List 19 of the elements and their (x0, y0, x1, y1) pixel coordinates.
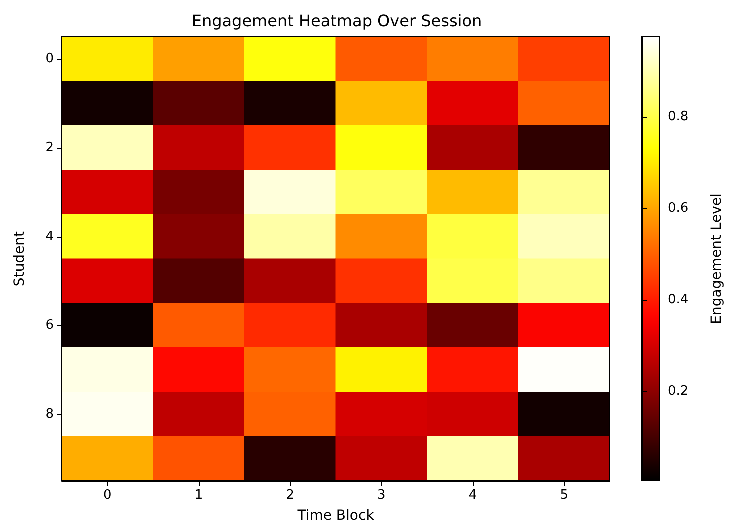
y-tick-label: 0 (46, 52, 54, 67)
color-bar-title: Engagement Level (709, 194, 725, 324)
x-tick-label: 3 (378, 488, 386, 503)
x-tick-label: 0 (104, 488, 112, 503)
x-tick-label: 2 (286, 488, 294, 503)
y-axis-title: Student (12, 230, 28, 287)
x-axis-title: Time Block (296, 508, 376, 524)
x-tick-label: 4 (468, 488, 478, 503)
chart-title: Engagement Heatmap Over Session (192, 12, 482, 30)
y-tick-label: 2 (46, 140, 54, 156)
color-bar-label: 0.2 (668, 384, 689, 400)
x-tick-label: 5 (560, 488, 568, 503)
x-tick-label: 1 (194, 488, 204, 503)
color-bar-label: 0.8 (668, 110, 689, 125)
y-tick-label: 4 (46, 229, 54, 244)
color-bar-label: 0.4 (668, 292, 689, 308)
y-tick-label: 6 (46, 318, 54, 334)
color-bar-label: 0.6 (668, 201, 689, 216)
y-tick-label: 8 (46, 406, 54, 422)
